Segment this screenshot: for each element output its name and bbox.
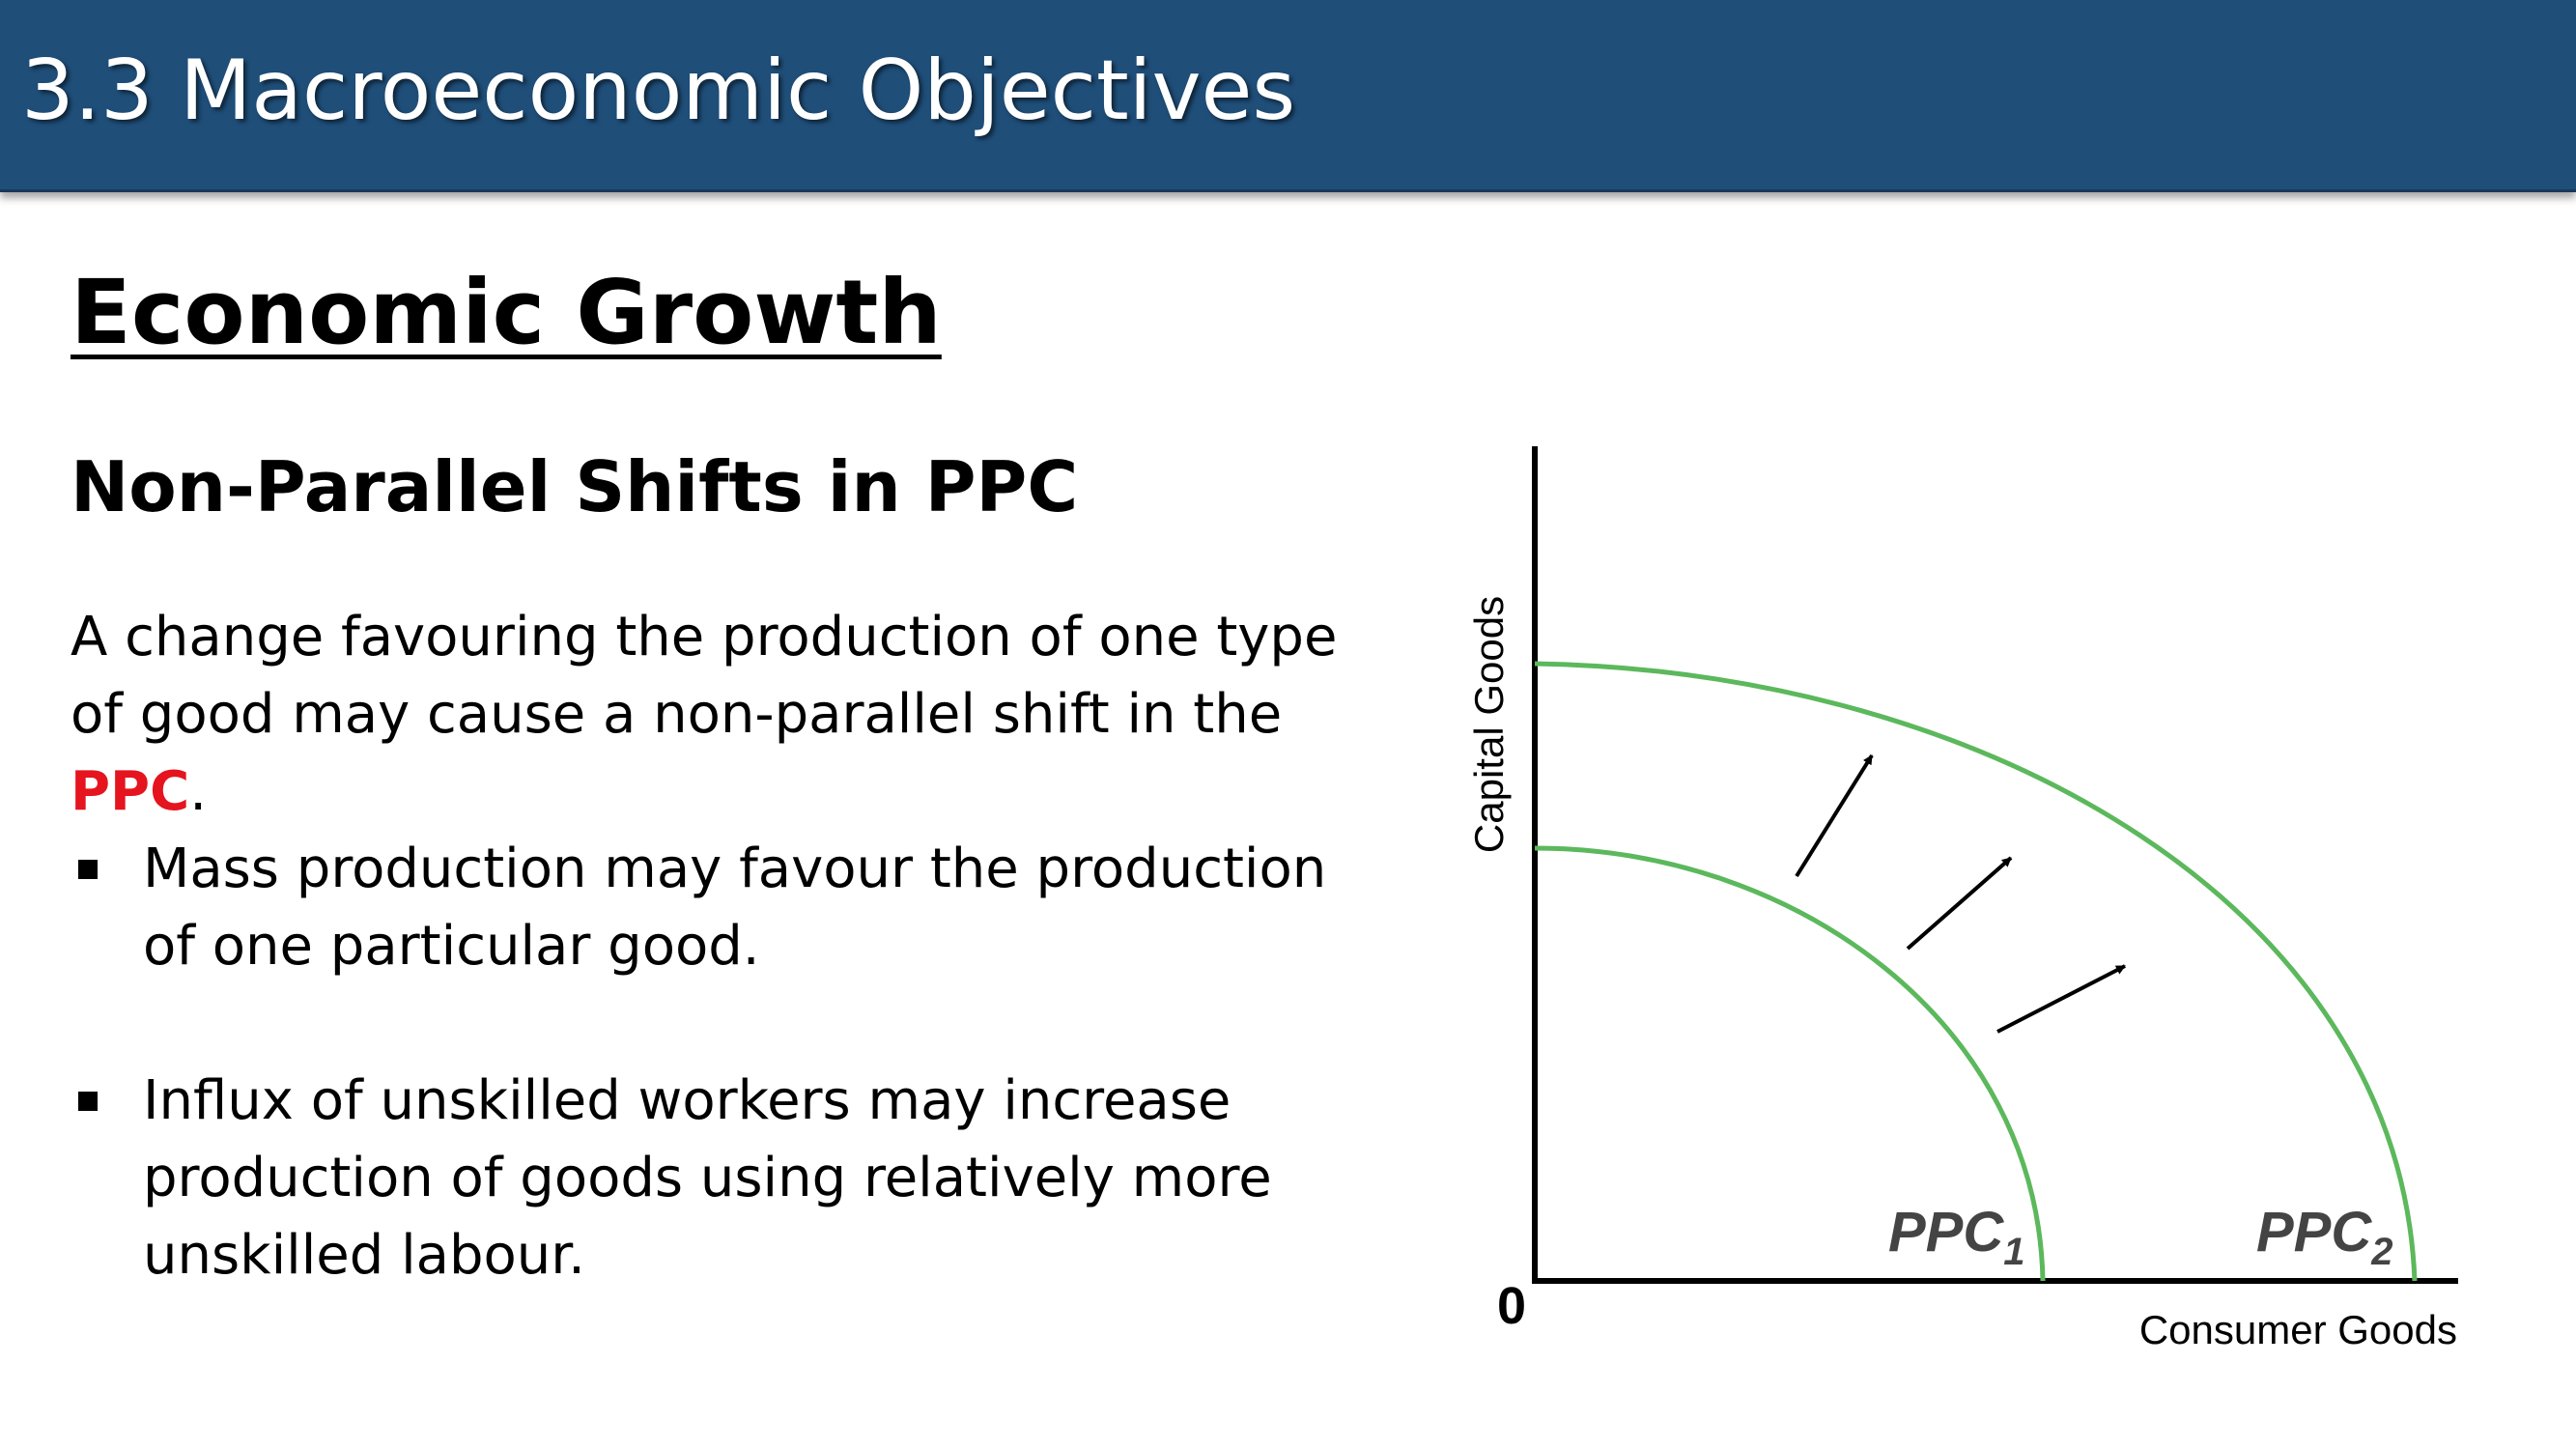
shift-arrow-icon	[1996, 964, 2126, 1034]
ppc1-label-sub: 1	[2003, 1231, 2024, 1273]
y-axis-label: Capital Goods	[1466, 596, 1512, 853]
x-axis-label: Consumer Goods	[2139, 1307, 2457, 1352]
bullet-text: Influx of unskilled workers may increase…	[143, 1069, 1272, 1287]
section-heading: Economic Growth	[71, 261, 942, 364]
bullet-text: Mass production may favour the productio…	[143, 838, 1327, 978]
shift-arrow-icon	[1906, 856, 2013, 951]
bullet-marker-icon	[78, 1092, 98, 1111]
subheading: Non-Parallel Shifts in PPC	[71, 446, 1079, 527]
title-bar: 3.3 Macroeconomic Objectives	[0, 0, 2576, 192]
ppc2-label-sub: 2	[2370, 1231, 2392, 1273]
intro-paragraph: A change favouring the production of one…	[71, 599, 1403, 831]
slide-title: 3.3 Macroeconomic Objectives	[21, 43, 1296, 139]
ppc-diagram: Capital Goods 0 PPC1 PPC2 Consumer Goods	[1466, 446, 2458, 1352]
ppc2-curve	[1534, 661, 2418, 1282]
bullet-marker-icon	[78, 860, 98, 879]
paragraph-text: A change favouring the production of one…	[71, 606, 1338, 746]
paragraph-end: .	[189, 760, 207, 823]
bullet-item: Influx of unskilled workers may increase…	[71, 1063, 1384, 1294]
ppc1-curve	[1534, 845, 2046, 1282]
ppc2-label-base: PPC	[2256, 1201, 2372, 1264]
origin-label: 0	[1497, 1277, 1526, 1335]
bullet-item: Mass production may favour the productio…	[71, 831, 1384, 985]
ppc2-label: PPC2	[2256, 1201, 2393, 1273]
ppc1-label: PPC1	[1888, 1201, 2025, 1273]
ppc1-label-base: PPC	[1888, 1201, 2004, 1264]
shift-arrow-icon	[1795, 753, 1874, 878]
ppc-highlight: PPC	[71, 760, 190, 823]
